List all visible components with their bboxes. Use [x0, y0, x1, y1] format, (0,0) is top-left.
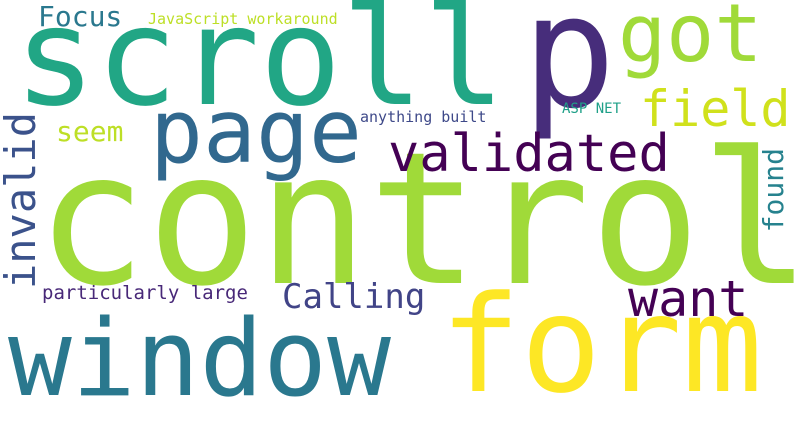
word-focus: Focus	[38, 0, 123, 33]
word-form: form	[440, 267, 763, 423]
word-window: window	[8, 297, 391, 420]
word-field: field	[640, 80, 791, 138]
word-want: want	[628, 270, 749, 328]
word-control: control	[36, 113, 800, 327]
word-particularly-large: particularly large	[42, 282, 248, 304]
word-validated: validated	[388, 124, 670, 184]
word-found: found	[757, 148, 790, 233]
word-anything-built: anything built	[360, 108, 487, 126]
word-p: p	[522, 0, 616, 143]
word-page: page	[150, 80, 362, 183]
word-javascript-workaround: JavaScript workaround	[148, 10, 338, 28]
word-seem: seem	[56, 115, 124, 148]
word-invalid: invalid	[0, 112, 45, 290]
word-got: got	[618, 0, 763, 80]
word-scroll: scroll	[14, 0, 506, 137]
word-cloud: control scroll window form p page got va…	[0, 0, 800, 412]
word-calling: Calling	[282, 277, 426, 317]
word-asp-net: ASP NET	[562, 101, 622, 117]
